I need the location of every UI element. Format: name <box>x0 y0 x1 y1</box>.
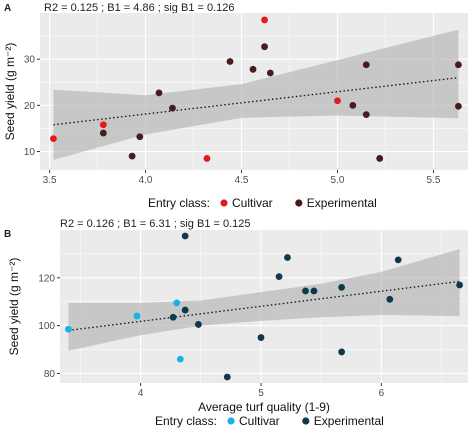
legend-label: Cultivar <box>232 196 273 210</box>
x-tick-label: 5 <box>258 388 264 399</box>
x-tick-label: 3.5 <box>43 175 57 186</box>
data-point-experimental <box>257 334 265 341</box>
panel-label: A <box>4 3 11 14</box>
legend-title: Entry class: <box>148 196 210 210</box>
stats-text: R2 = 0.126 ; B1 = 6.31 ; sig B1 = 0.125 <box>60 218 251 230</box>
data-point-experimental <box>362 111 370 118</box>
data-point-cultivar <box>99 121 107 129</box>
data-point-experimental <box>195 321 202 328</box>
data-point-experimental <box>169 104 176 112</box>
x-tick-label: 4.0 <box>139 175 153 186</box>
legend: Entry class: Cultivar Experimental <box>148 196 377 210</box>
y-tick-label: 30 <box>24 55 36 66</box>
data-point-experimental <box>338 348 346 356</box>
legend-title: Entry class: <box>155 414 217 428</box>
data-point-experimental <box>169 313 177 321</box>
x-tick-label: 6 <box>379 388 385 399</box>
data-point-experimental <box>338 283 346 291</box>
legend-swatch <box>302 417 310 425</box>
data-point-experimental <box>226 58 234 65</box>
x-tick-label: 4 <box>138 388 144 399</box>
data-point-experimental <box>362 61 370 69</box>
confidence-band <box>53 29 459 160</box>
data-point-experimental <box>249 65 257 73</box>
x-tick-label: 5.0 <box>331 175 345 186</box>
trend-line <box>68 280 460 332</box>
x-tick-label: 4.5 <box>235 175 249 186</box>
y-tick-label: 10 <box>24 147 36 158</box>
data-point-experimental <box>275 273 283 281</box>
data-point-experimental <box>456 281 463 289</box>
data-point-experimental <box>155 89 163 97</box>
panel-a: A R2 = 0.125 ; B1 = 4.86 ; sig B1 = 0.126… <box>3 2 468 210</box>
data-point-cultivar <box>50 135 57 143</box>
x-axis-label: Average turf quality (1-9) <box>198 400 330 414</box>
data-point-experimental <box>394 256 402 264</box>
data-point-cultivar <box>261 16 268 24</box>
y-tick-label: 80 <box>44 369 56 380</box>
data-point-experimental <box>223 373 231 381</box>
panel-b: B R2 = 0.126 ; B1 = 6.31 ; sig B1 = 0.125… <box>4 218 468 428</box>
data-point-experimental <box>99 129 107 137</box>
legend-label: Cultivar <box>239 414 280 428</box>
data-point-experimental <box>349 101 357 109</box>
data-point-experimental <box>128 152 136 160</box>
data-point-cultivar <box>176 355 184 363</box>
data-point-experimental <box>284 254 291 261</box>
data-point-experimental <box>302 287 309 295</box>
y-tick-label: 120 <box>38 273 55 284</box>
data-point-experimental <box>261 43 268 51</box>
panel-label: B <box>4 229 11 240</box>
data-point-cultivar <box>203 155 211 162</box>
data-point-cultivar <box>65 325 72 333</box>
legend-label: Experimental <box>314 414 384 428</box>
legend: Entry class: Cultivar Experimental <box>155 414 384 428</box>
y-tick-label: 100 <box>38 321 55 332</box>
data-point-experimental <box>266 69 274 77</box>
legend-swatch <box>227 417 235 425</box>
data-point-cultivar <box>133 312 141 320</box>
data-point-experimental <box>386 295 394 303</box>
stats-text: R2 = 0.125 ; B1 = 4.86 ; sig B1 = 0.126 <box>44 2 235 14</box>
data-point-experimental <box>455 102 462 110</box>
y-tick-label: 20 <box>24 101 36 112</box>
data-point-experimental <box>376 155 384 162</box>
data-point-experimental <box>181 306 189 314</box>
legend-label: Experimental <box>307 196 377 210</box>
data-point-experimental <box>455 61 462 69</box>
y-axis-label: Seed yield (g m⁻²) <box>7 258 21 356</box>
confidence-band <box>68 249 460 351</box>
data-point-experimental <box>310 287 318 295</box>
y-axis-label: Seed yield (g m⁻²) <box>3 43 17 141</box>
legend-swatch <box>220 199 228 207</box>
data-point-cultivar <box>173 299 181 307</box>
data-point-experimental <box>136 133 144 141</box>
data-point-experimental <box>181 232 189 240</box>
x-tick-label: 5.5 <box>426 175 440 186</box>
data-point-cultivar <box>334 97 341 105</box>
legend-swatch <box>295 199 303 207</box>
